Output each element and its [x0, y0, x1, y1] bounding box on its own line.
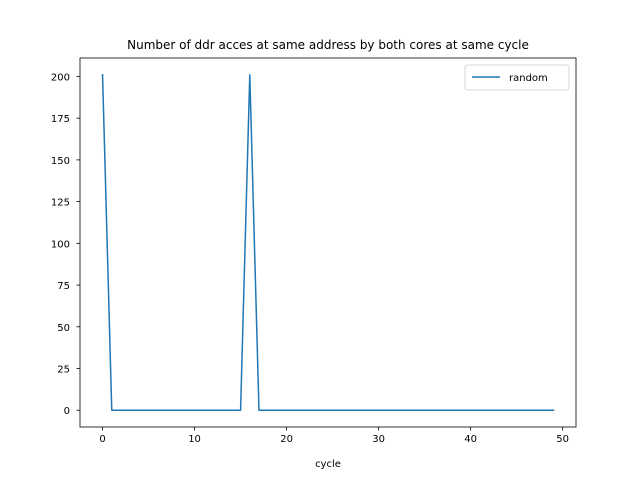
x-tick-label: 0 [99, 434, 105, 445]
y-tick-label: 75 [57, 281, 70, 292]
y-tick-label: 0 [64, 406, 70, 417]
y-tick-label: 25 [57, 365, 70, 376]
chart-title: Number of ddr acces at same address by b… [127, 38, 529, 52]
y-tick-label: 175 [51, 114, 70, 125]
series-line-random [101, 73, 555, 411]
y-tick-label: 50 [57, 323, 70, 334]
legend: random [464, 64, 570, 91]
y-tick-label: 100 [51, 239, 70, 250]
legend-box [464, 64, 570, 91]
y-tick-label: 125 [51, 198, 70, 209]
x-tick-label: 20 [280, 434, 293, 445]
x-tick-label: 50 [556, 434, 569, 445]
y-tick-label: 200 [51, 72, 70, 83]
x-tick-label: 40 [464, 434, 477, 445]
x-tick-label: 30 [372, 434, 385, 445]
legend-label: random [509, 73, 548, 84]
x-axis-label: cycle [315, 459, 341, 470]
plot-frame [79, 57, 577, 428]
y-tick-label: 150 [51, 156, 70, 167]
x-tick-label: 10 [188, 434, 201, 445]
